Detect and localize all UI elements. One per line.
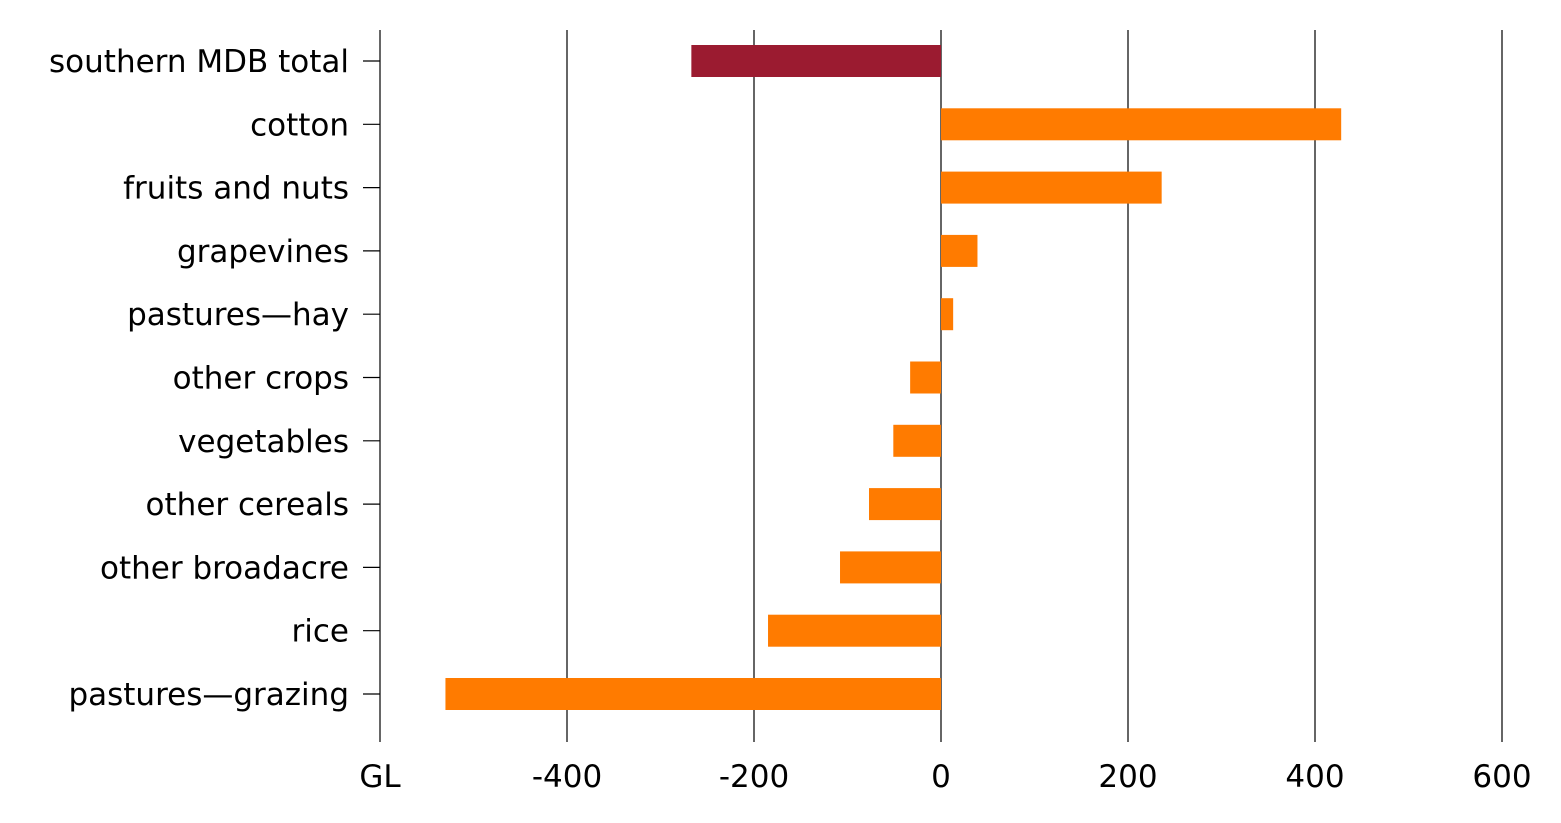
category-label-southern-mdb-total: southern MDB total (49, 44, 349, 80)
x-tick-label-neg400: -400 (532, 759, 602, 795)
x-tick-label-200: 200 (1098, 759, 1157, 795)
category-label-other-broadacre: other broadacre (100, 550, 349, 586)
gridlines (379, 30, 1503, 742)
category-label-vegetables: vegetables (178, 424, 349, 460)
bar-vegetables (893, 424, 941, 457)
x-tick-label-neg200: -200 (719, 759, 789, 795)
y-axis: southern MDB total cotton fruits and nuts g… (49, 44, 380, 713)
x-tick-label-400: 400 (1285, 759, 1344, 795)
bar-pastures-grazing (445, 678, 941, 710)
category-label-grapevines: grapevines (177, 234, 349, 270)
bar-other-crops (910, 361, 941, 394)
bar-other-cereals (869, 488, 941, 521)
bar-pastures-hay (941, 298, 954, 331)
category-label-cotton: cotton (250, 107, 349, 143)
x-axis-unit-label: GL (359, 759, 401, 795)
x-axis: GL -400 -200 0 200 400 600 (359, 759, 1531, 795)
bar-rice (768, 614, 941, 647)
category-label-other-crops: other crops (173, 361, 349, 397)
bar-other-broadacre (840, 551, 941, 584)
x-tick-label-600: 600 (1472, 759, 1531, 795)
bar-southern-mdb-total (691, 45, 941, 77)
bar-cotton (941, 108, 1342, 141)
category-label-pastures-hay: pastures—hay (127, 297, 349, 333)
category-label-rice: rice (292, 614, 349, 650)
bars (445, 45, 1342, 710)
bar-fruits-and-nuts (941, 171, 1162, 204)
category-label-other-cereals: other cereals (146, 487, 349, 523)
bar-grapevines (941, 234, 978, 267)
category-label-pastures-grazing: pastures—grazing (68, 677, 349, 713)
x-tick-label-0: 0 (931, 759, 951, 795)
category-label-fruits-and-nuts: fruits and nuts (123, 171, 349, 207)
